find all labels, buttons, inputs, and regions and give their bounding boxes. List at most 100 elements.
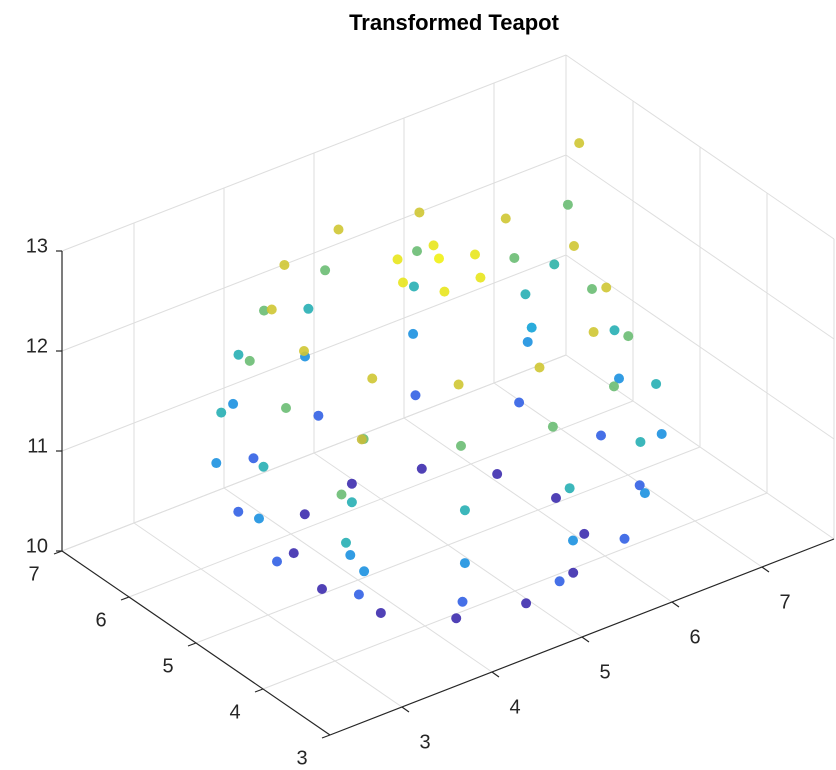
y-tick bbox=[187, 642, 197, 647]
grid-line bbox=[61, 54, 567, 252]
y-tick bbox=[120, 596, 130, 601]
point bbox=[459, 505, 470, 516]
point bbox=[346, 478, 357, 489]
point bbox=[353, 589, 364, 600]
point bbox=[596, 430, 606, 441]
point bbox=[336, 489, 347, 500]
grid-line bbox=[195, 446, 701, 644]
y-tick-label: 6 bbox=[95, 609, 106, 631]
y-tick-label: 4 bbox=[229, 701, 240, 723]
point bbox=[211, 458, 222, 469]
y-tick-label: 5 bbox=[162, 655, 173, 677]
point bbox=[434, 253, 444, 264]
point bbox=[233, 349, 244, 360]
point bbox=[228, 398, 239, 409]
point bbox=[554, 576, 565, 587]
point bbox=[639, 488, 650, 499]
point bbox=[439, 286, 450, 297]
point bbox=[564, 483, 575, 494]
point bbox=[408, 281, 419, 292]
grid-line bbox=[565, 154, 835, 340]
point bbox=[457, 596, 468, 607]
point bbox=[244, 355, 255, 366]
y-tick-label: 7 bbox=[28, 563, 39, 585]
point bbox=[266, 304, 277, 315]
point bbox=[623, 331, 634, 342]
point bbox=[514, 397, 525, 408]
point bbox=[509, 252, 520, 263]
point bbox=[272, 556, 282, 567]
point bbox=[455, 440, 466, 451]
point bbox=[574, 138, 585, 149]
z-tick-label: 11 bbox=[27, 435, 48, 457]
point bbox=[635, 436, 646, 447]
grid-line bbox=[61, 354, 567, 552]
x-tick bbox=[581, 636, 590, 643]
point bbox=[299, 509, 310, 520]
point bbox=[475, 272, 486, 283]
point bbox=[601, 282, 612, 293]
point bbox=[248, 453, 259, 464]
point bbox=[562, 199, 573, 210]
point bbox=[356, 434, 367, 445]
point bbox=[412, 246, 423, 257]
grid-line bbox=[128, 400, 634, 598]
point bbox=[459, 558, 470, 569]
point bbox=[414, 207, 425, 218]
point bbox=[492, 469, 503, 480]
point bbox=[279, 259, 290, 270]
point bbox=[359, 566, 370, 577]
point bbox=[656, 428, 667, 439]
point bbox=[320, 265, 331, 276]
point bbox=[587, 284, 597, 294]
z-tick-label: 10 bbox=[26, 535, 48, 557]
point bbox=[259, 305, 270, 316]
point bbox=[408, 328, 419, 339]
point bbox=[614, 373, 624, 384]
point bbox=[345, 550, 356, 561]
point bbox=[281, 403, 291, 413]
point bbox=[470, 249, 480, 260]
x-tick-label: 3 bbox=[419, 731, 430, 753]
point bbox=[398, 277, 408, 288]
point bbox=[216, 407, 227, 418]
point bbox=[579, 528, 590, 539]
x-tick bbox=[401, 706, 410, 713]
y-tick bbox=[321, 734, 331, 739]
point bbox=[392, 254, 403, 265]
point bbox=[634, 480, 645, 491]
x-tick-label: 4 bbox=[509, 696, 520, 718]
point bbox=[233, 506, 244, 517]
point bbox=[547, 421, 558, 432]
x-tick bbox=[761, 566, 770, 573]
point bbox=[520, 289, 531, 300]
y-tick-label: 3 bbox=[296, 747, 307, 769]
point bbox=[451, 613, 462, 624]
grid-line bbox=[262, 492, 768, 690]
x-tick-label: 5 bbox=[599, 661, 610, 683]
point bbox=[549, 259, 560, 270]
grid-line bbox=[61, 254, 567, 452]
point bbox=[375, 607, 386, 618]
y-tick bbox=[53, 550, 63, 555]
x-tick-label: 6 bbox=[689, 626, 700, 648]
point bbox=[568, 535, 578, 546]
point bbox=[551, 493, 561, 503]
point bbox=[303, 303, 314, 314]
point bbox=[526, 322, 537, 333]
point bbox=[254, 513, 264, 524]
point bbox=[416, 463, 427, 474]
point bbox=[313, 410, 324, 421]
point bbox=[609, 325, 620, 336]
grid-line bbox=[565, 54, 835, 240]
point bbox=[299, 346, 309, 356]
point bbox=[588, 327, 599, 338]
point bbox=[346, 497, 357, 508]
point bbox=[619, 533, 630, 544]
z-tick-label: 13 bbox=[26, 235, 48, 257]
x-tick-label: 7 bbox=[779, 591, 790, 613]
x-tick bbox=[671, 601, 680, 608]
point bbox=[569, 241, 579, 251]
point bbox=[333, 224, 344, 235]
